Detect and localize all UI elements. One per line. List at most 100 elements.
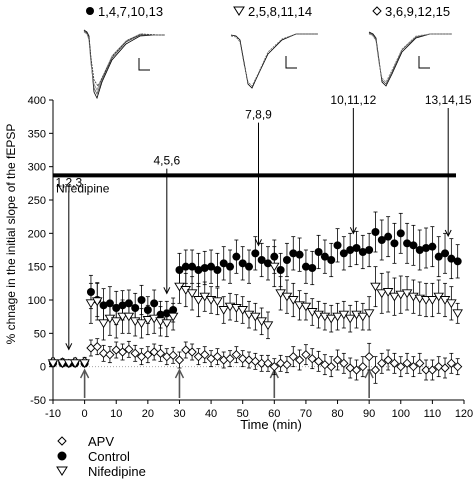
data-point	[200, 350, 210, 360]
annotations: 1,2,3 4,5,6 7,8,9 10,11,12 13,14,15	[55, 93, 472, 398]
data-point	[262, 321, 274, 331]
data-point	[415, 246, 424, 254]
data-point	[390, 239, 399, 248]
legend-label-control: Control	[88, 449, 130, 464]
trace-time-arrowhead	[65, 343, 73, 351]
data-point	[98, 319, 109, 329]
data-point	[441, 249, 450, 258]
inset-2-traces	[230, 33, 318, 89]
data-point	[218, 306, 230, 315]
x-tick-label: 100	[392, 408, 410, 420]
y-tick-label: 250	[28, 195, 46, 207]
data-point	[371, 228, 380, 236]
drug-bar: Nifedipine	[53, 173, 456, 195]
data-point	[434, 362, 444, 372]
drug-bar-label: Nifedipine	[56, 181, 110, 195]
legend-label-nifedipine: Nifedipine	[88, 464, 146, 479]
data-point	[117, 347, 128, 357]
x-tick-label: 120	[455, 408, 473, 420]
data-point	[415, 358, 425, 368]
data-point	[358, 362, 368, 372]
data-point	[91, 297, 103, 307]
data-point	[111, 345, 121, 355]
data-point	[213, 266, 222, 274]
data-point	[370, 365, 381, 375]
data-point	[238, 354, 248, 364]
trace-time-arrowhead	[349, 227, 357, 235]
data-point	[307, 354, 317, 364]
data-point	[453, 362, 463, 372]
y-tick-label: 0	[40, 362, 46, 374]
data-point	[382, 288, 394, 297]
data-point	[168, 350, 178, 360]
data-point	[57, 359, 68, 369]
y-tick-label: 50	[34, 328, 46, 340]
y-tick-label: 100	[28, 295, 46, 307]
data-point	[300, 302, 312, 312]
data-point	[188, 262, 197, 271]
x-tick-label: 50	[237, 408, 249, 420]
data-point	[212, 352, 223, 362]
data-point	[276, 266, 285, 274]
data-point	[232, 252, 241, 261]
data-point	[383, 355, 393, 365]
trace-time-arrowhead	[255, 239, 262, 247]
x-tick-label: 110	[424, 408, 442, 420]
data-point	[453, 257, 462, 266]
data-point	[263, 259, 272, 268]
inset-panel-1: 1,4,7,10,13	[83, 4, 165, 100]
data-point	[263, 358, 273, 368]
data-point	[181, 262, 190, 271]
data-point	[358, 248, 367, 256]
data-point	[137, 296, 146, 304]
data-point	[269, 362, 279, 372]
data-point	[79, 359, 90, 369]
data-point	[219, 259, 228, 268]
data-point	[332, 355, 343, 365]
data-point	[395, 290, 407, 300]
data-point	[174, 355, 185, 365]
inset-1-legend-marker	[86, 7, 94, 15]
data-point	[434, 252, 443, 261]
y-tick-label: 150	[28, 262, 46, 274]
data-point	[161, 319, 173, 329]
data-point	[409, 241, 418, 250]
legend: APV Control Nifedipine	[56, 434, 146, 479]
trace-time-label: 10,11,12	[330, 93, 376, 107]
inset-panel-2: 2,5,8,11,14	[230, 4, 318, 89]
stimulation-arrowhead	[79, 368, 90, 379]
data-point	[250, 312, 261, 322]
data-point	[313, 356, 324, 366]
data-point	[123, 312, 135, 322]
data-point	[225, 354, 235, 364]
data-point	[244, 355, 254, 365]
y-axis-label: % chnage in the initial slope of the fEP…	[4, 124, 18, 345]
data-point	[105, 350, 115, 360]
trace-time-label: 13,14,15	[425, 93, 472, 107]
data-point	[346, 246, 355, 254]
data-point	[237, 306, 248, 315]
data-point	[326, 362, 336, 372]
x-tick-label: 90	[363, 408, 375, 420]
inset-1-scale-bar	[138, 58, 150, 71]
data-point	[446, 299, 457, 309]
data-point	[376, 289, 388, 299]
data-point	[377, 236, 386, 244]
data-point	[194, 266, 203, 274]
data-point	[402, 358, 412, 368]
data-point	[294, 355, 305, 365]
data-point	[226, 262, 235, 271]
y-tick-label: 400	[28, 95, 46, 107]
series-nifedipine	[47, 246, 463, 369]
inset-1-legend: 1,4,7,10,13	[98, 4, 163, 19]
data-point	[257, 256, 266, 264]
data-point	[136, 319, 147, 329]
data-point	[269, 262, 280, 272]
y-tick-label: -50	[30, 395, 46, 407]
data-point	[245, 262, 254, 271]
data-point	[332, 312, 343, 322]
data-point	[446, 358, 456, 368]
trace-time-label: 4,5,6	[153, 154, 180, 168]
data-point	[345, 363, 355, 373]
data-point	[287, 296, 299, 305]
